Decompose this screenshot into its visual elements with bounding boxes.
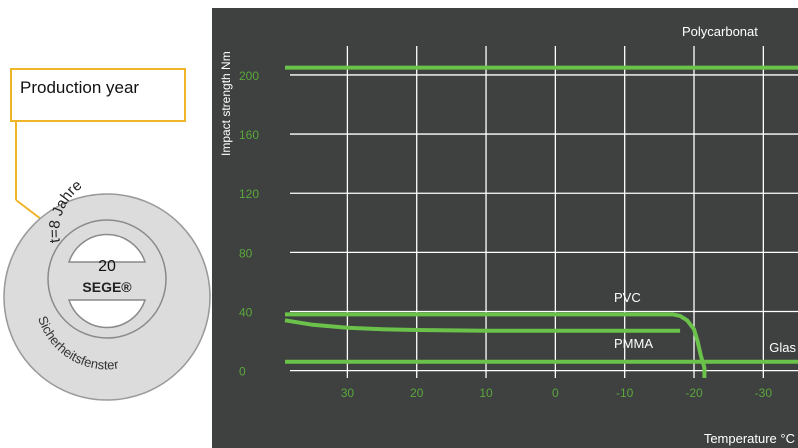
y-tick-label: 120 <box>239 187 259 201</box>
series-label-pmma: PMMA <box>614 336 653 351</box>
series-label-pvc: PVC <box>614 290 641 305</box>
y-tick-label: 0 <box>239 365 246 379</box>
x-tick-label: 20 <box>410 386 424 400</box>
series-labels: Polycarbonat PVC PMMA Glas <box>614 24 796 355</box>
window-seal-stamp: t=8 Jahre Sicherheitsfenster 20 SEGE® <box>3 122 211 401</box>
y-tick-label: 80 <box>239 246 253 260</box>
x-tick-label: -20 <box>685 386 703 400</box>
callout-label: Production year <box>20 78 140 97</box>
seal-brand: SEGE® <box>82 279 132 295</box>
x-tick-label: -10 <box>616 386 634 400</box>
y-axis-label: Impact strength Nm <box>219 51 233 156</box>
seal-upper-dome <box>67 233 147 263</box>
x-tick-label: 10 <box>479 386 493 400</box>
chart-panel: 30 20 10 0 -10 -20 -30 0 40 80 120 160 200 Polycarbo… <box>212 8 798 448</box>
grid <box>290 46 798 378</box>
series-label-polycarbonat: Polycarbonat <box>682 24 758 39</box>
x-tick-label: 0 <box>552 386 559 400</box>
tick-labels: 30 20 10 0 -10 -20 -30 0 40 80 120 160 200 <box>239 69 772 400</box>
y-tick-label: 40 <box>239 305 253 319</box>
series-label-glas: Glas <box>769 340 796 355</box>
series-lines <box>284 65 798 378</box>
seal-year: 20 <box>98 258 116 275</box>
impact-strength-chart: 30 20 10 0 -10 -20 -30 0 40 80 120 160 200 Polycarbo… <box>219 24 798 446</box>
seal-lower-dome <box>67 299 147 329</box>
x-tick-label: -30 <box>755 386 773 400</box>
y-tick-label: 160 <box>239 128 259 142</box>
series-line-pmma <box>284 318 681 333</box>
y-tick-label: 200 <box>239 69 259 83</box>
x-tick-label: 30 <box>341 386 355 400</box>
production-year-callout: Production year <box>10 68 186 122</box>
x-axis-label: Temperature °C <box>704 431 795 446</box>
